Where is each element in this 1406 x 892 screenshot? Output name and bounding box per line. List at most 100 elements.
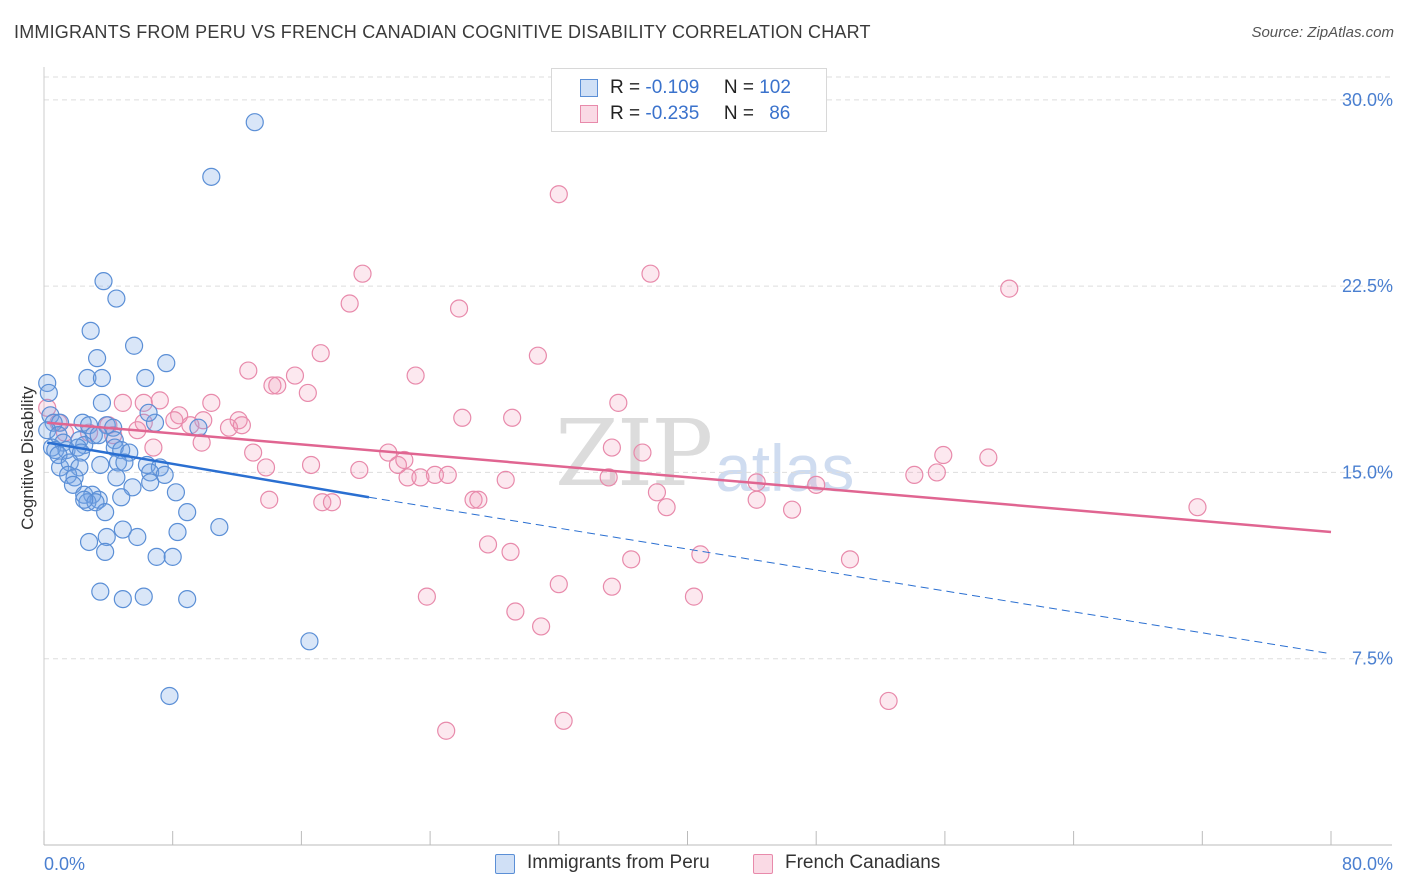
point-immigrants-from-peru — [166, 483, 186, 502]
point-french-canadians — [549, 185, 568, 204]
point-french-canadians — [150, 391, 169, 410]
point-immigrants-from-peru — [245, 113, 264, 132]
point-immigrants-from-peru — [147, 547, 166, 566]
point-french-canadians — [609, 393, 628, 412]
point-immigrants-from-peru — [112, 488, 131, 507]
point-french-canadians — [979, 448, 998, 467]
point-immigrants-from-peru — [115, 453, 134, 472]
point-french-canadians — [268, 376, 287, 395]
point-french-canadians — [478, 535, 498, 554]
point-french-canadians — [927, 463, 946, 482]
point-immigrants-from-peru — [141, 473, 160, 492]
legend-r-label: R = — [610, 77, 641, 98]
point-immigrants-from-peru — [105, 431, 124, 450]
point-french-canadians — [657, 498, 676, 517]
trendline-peru-extension — [368, 496, 1332, 655]
point-immigrants-from-peru — [134, 587, 153, 606]
point-french-canadians — [298, 383, 317, 403]
legend-n-value-french: 86 — [769, 103, 791, 124]
point-french-canadians — [879, 691, 898, 711]
point-immigrants-from-peru — [155, 465, 174, 485]
point-immigrants-from-peru — [178, 589, 197, 609]
point-french-canadians — [256, 458, 276, 477]
point-french-canadians — [232, 416, 251, 435]
point-immigrants-from-peru — [163, 547, 182, 566]
bottom-legend-swatch-french — [753, 854, 773, 874]
stats-legend: R = -0.109 N = 102 R = -0.235 N = 86 — [551, 68, 827, 132]
point-french-canadians — [532, 617, 551, 636]
point-french-canadians — [633, 443, 652, 462]
point-french-canadians — [165, 411, 184, 430]
point-immigrants-from-peru — [128, 527, 147, 547]
point-french-canadians — [285, 366, 305, 385]
trendline-peru — [47, 441, 370, 499]
point-french-canadians — [453, 408, 472, 427]
point-immigrants-from-peru — [65, 468, 84, 487]
point-immigrants-from-peru — [160, 686, 179, 706]
point-immigrants-from-peru — [189, 418, 208, 437]
point-french-canadians — [934, 445, 953, 465]
point-french-canadians — [599, 468, 618, 487]
point-french-canadians — [244, 443, 263, 462]
point-french-canadians — [554, 711, 573, 730]
point-immigrants-from-peru — [78, 368, 97, 388]
point-french-canadians — [602, 577, 621, 596]
point-french-canadians — [192, 433, 211, 452]
point-french-canadians — [782, 500, 802, 519]
point-french-canadians — [506, 602, 525, 621]
point-french-canadians — [406, 366, 425, 385]
point-french-canadians — [528, 346, 547, 365]
point-immigrants-from-peru — [157, 354, 176, 373]
point-french-canadians — [684, 587, 704, 606]
point-immigrants-from-peru — [91, 455, 110, 475]
legend-n-value-peru: 102 — [759, 77, 791, 98]
chart-title: IMMIGRANTS FROM PERU VS FRENCH CANADIAN … — [14, 22, 871, 42]
point-french-canadians — [438, 465, 457, 485]
watermark-atlas: atlas — [715, 431, 855, 505]
point-immigrants-from-peru — [300, 632, 319, 651]
point-french-canadians — [353, 264, 372, 283]
point-immigrants-from-peru — [75, 490, 94, 509]
x-tick-label-min: 0.0% — [44, 854, 85, 874]
point-french-canadians — [398, 468, 417, 487]
point-french-canadians — [602, 438, 621, 457]
point-immigrants-from-peru — [202, 167, 221, 186]
point-french-canadians — [503, 408, 522, 427]
legend-swatch-french — [580, 105, 598, 123]
point-immigrants-from-peru — [96, 542, 115, 562]
legend-r-value-peru: -0.109 — [645, 77, 700, 98]
point-french-canadians — [113, 393, 132, 412]
point-immigrants-from-peru — [97, 527, 116, 547]
x-tick-label-max: 80.0% — [1342, 854, 1393, 874]
point-french-canadians — [464, 490, 483, 509]
point-immigrants-from-peru — [124, 336, 144, 355]
point-immigrants-from-peru — [178, 503, 197, 522]
point-french-canadians — [437, 721, 456, 740]
source-credit: Source: ZipAtlas.com — [1251, 24, 1394, 41]
point-french-canadians — [417, 587, 436, 606]
point-french-canadians — [395, 450, 414, 470]
point-french-canadians — [144, 438, 163, 457]
point-french-canadians — [322, 493, 342, 512]
point-french-canadians — [549, 575, 568, 594]
point-immigrants-from-peru — [96, 503, 115, 522]
y-tick-label: 22.5% — [1342, 276, 1393, 296]
bottom-legend-label-french: French Canadians — [785, 852, 941, 873]
point-french-canadians — [449, 299, 469, 318]
point-french-canadians — [622, 550, 641, 569]
trendline-french-canadians — [47, 421, 1332, 534]
point-french-canadians — [202, 393, 221, 412]
point-immigrants-from-peru — [92, 393, 112, 412]
point-immigrants-from-peru — [107, 468, 126, 487]
point-immigrants-from-peru — [141, 463, 160, 482]
point-french-canadians — [1188, 498, 1207, 517]
point-immigrants-from-peru — [113, 589, 132, 609]
bottom-legend-label-peru: Immigrants from Peru — [527, 852, 710, 873]
point-immigrants-from-peru — [81, 321, 100, 340]
point-immigrants-from-peru — [38, 421, 57, 440]
point-immigrants-from-peru — [87, 349, 107, 368]
point-french-canadians — [840, 550, 860, 569]
legend-r-label: R = — [610, 103, 641, 124]
point-french-canadians — [260, 490, 279, 509]
